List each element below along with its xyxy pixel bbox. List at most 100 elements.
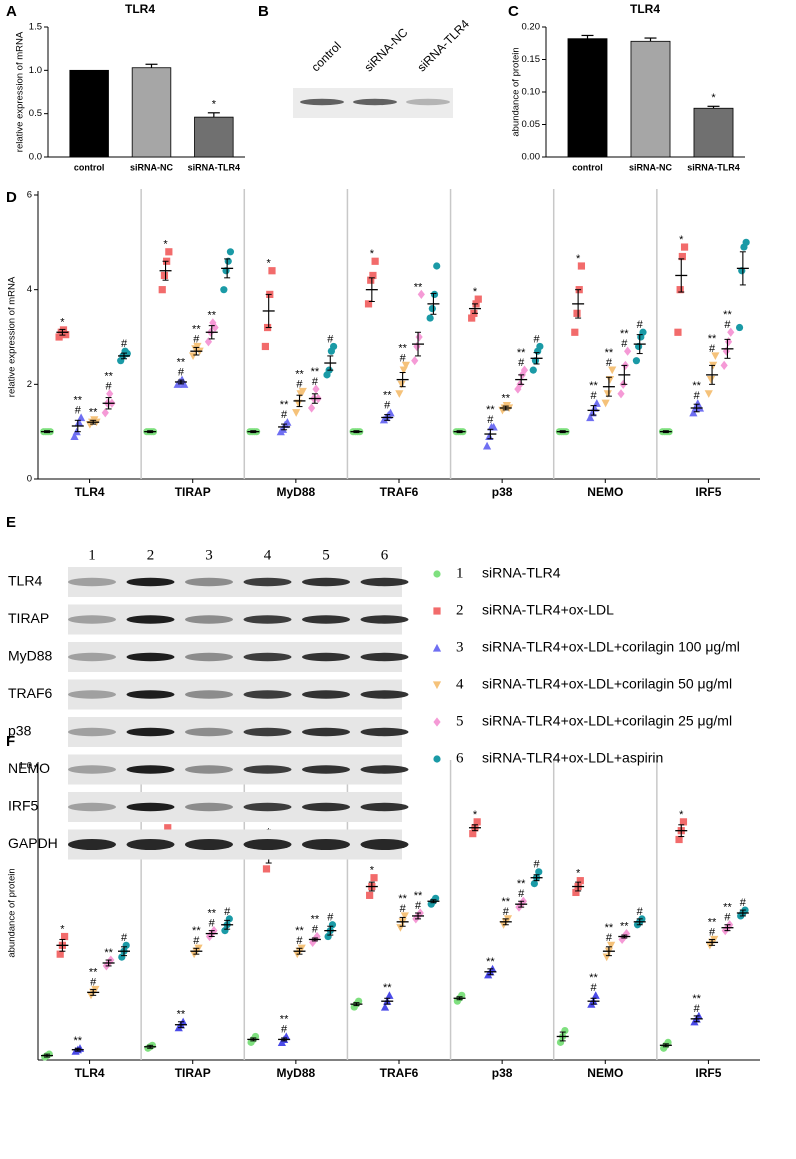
data-point (689, 408, 698, 417)
data-point (371, 257, 379, 265)
data-point (639, 328, 647, 336)
significance-mark: # (606, 932, 613, 944)
data-point (474, 295, 482, 303)
data-point (160, 271, 169, 280)
data-point (385, 991, 394, 999)
significance-mark: ** (723, 902, 732, 914)
significance-mark: # (281, 409, 288, 421)
blot-band (243, 727, 292, 737)
data-point (395, 390, 404, 398)
significance-mark: # (296, 378, 303, 390)
data-point (261, 342, 269, 351)
data-point (735, 323, 744, 332)
lane-label: 6 (381, 547, 389, 563)
significance-mark: # (312, 923, 319, 935)
significance-mark: # (224, 906, 231, 918)
data-point (603, 390, 612, 398)
y-tick-label: 0.20 (522, 22, 541, 33)
significance-mark: ** (311, 913, 320, 925)
y-tick-label: 0.0 (29, 152, 42, 163)
data-point (520, 365, 529, 375)
legend-number: 5 (456, 713, 464, 729)
blot-band (360, 802, 409, 812)
group-label: TRAF6 (380, 485, 419, 499)
bar (69, 69, 109, 158)
legend-marker (433, 717, 441, 727)
significance-mark: ** (589, 380, 598, 392)
significance-mark: # (209, 918, 216, 930)
data-point (433, 262, 441, 270)
data-point (294, 399, 303, 408)
significance-mark: # (281, 1023, 288, 1035)
data-point (329, 342, 338, 351)
blot-band (126, 690, 175, 699)
significance-mark: ** (620, 328, 629, 340)
data-point (711, 352, 720, 361)
data-point (605, 376, 615, 384)
data-point (188, 352, 198, 361)
blot-band (360, 727, 409, 737)
data-point (209, 318, 217, 328)
x-tick-label: siRNA-NC (629, 162, 673, 172)
blot-band (360, 765, 409, 774)
data-point (572, 888, 580, 897)
y-tick-label: 0.15 (522, 54, 541, 65)
panel-label: B (258, 3, 269, 20)
significance-mark: # (121, 338, 128, 350)
group-label: NEMO (587, 485, 623, 499)
y-tick-label: 0.10 (522, 87, 541, 98)
blot-band (126, 802, 175, 812)
data-point (675, 835, 683, 844)
significance-mark: ** (311, 366, 320, 378)
legend-number: 1 (456, 565, 464, 581)
group-label: MyD88 (277, 1066, 316, 1080)
significance-mark: * (473, 809, 478, 821)
lane-label: 5 (322, 547, 330, 563)
data-point (268, 267, 276, 275)
significance-mark: ** (177, 1009, 186, 1021)
significance-mark: ** (605, 922, 614, 934)
significance-mark: ** (192, 925, 201, 937)
significance-mark: ** (383, 982, 392, 994)
significance-mark: # (709, 926, 716, 938)
blot-band (68, 727, 116, 737)
data-point (366, 891, 374, 899)
y-tick-label: 0.5 (29, 108, 42, 119)
blot-band (185, 727, 233, 737)
significance-mark: ** (398, 342, 407, 354)
significance-mark: ** (486, 956, 495, 968)
blot-band (68, 839, 116, 850)
legend-label: siRNA-TLR4+ox-LDL+corilagin 100 μg/ml (482, 639, 740, 655)
row-label: GAPDH (8, 835, 58, 851)
row-label: MyD88 (8, 648, 53, 664)
panel-label: A (6, 3, 17, 20)
blot-band (126, 727, 175, 737)
blot-strip (68, 792, 402, 822)
data-point (298, 387, 307, 396)
blot-band (243, 615, 292, 624)
data-point (312, 384, 320, 394)
data-point (676, 286, 684, 294)
data-point (573, 309, 581, 317)
data-point (742, 238, 750, 246)
significance-mark: * (679, 234, 684, 246)
data-point (724, 337, 733, 347)
data-point (380, 1002, 390, 1011)
significance-mark: ** (414, 281, 423, 293)
significance-mark: * (679, 809, 684, 821)
data-point (74, 418, 83, 426)
significance-mark: ** (501, 393, 510, 405)
data-point (632, 357, 641, 365)
significance-mark: # (534, 859, 541, 871)
significance-mark: ** (207, 908, 216, 920)
y-tick-label: 0.00 (522, 152, 541, 163)
data-point (220, 286, 228, 294)
data-point (704, 390, 713, 398)
legend-marker (433, 607, 441, 615)
data-point (530, 880, 538, 888)
data-point (576, 877, 584, 885)
legend-marker (433, 755, 441, 763)
blot-band (302, 727, 350, 737)
